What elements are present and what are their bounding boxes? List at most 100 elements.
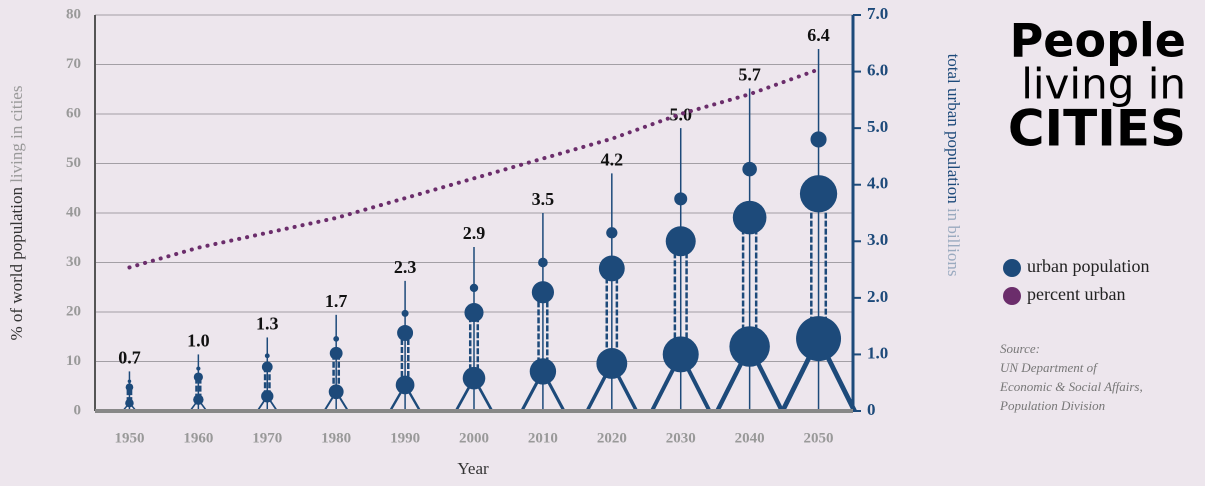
tower [122,371,137,412]
y-axis-title-note: living in cities [7,86,26,183]
y2-tick-label: 0 [867,400,876,419]
source: Source: [1000,341,1040,356]
tower-sphere [810,131,827,148]
tower [650,128,712,412]
tower-sphere [401,309,409,317]
tower [585,173,639,412]
source: UN Department of [1000,360,1099,375]
tower-sphere [395,375,415,395]
tower-sphere [464,303,484,323]
tower [715,88,784,412]
legend-label: urban population [1027,256,1149,276]
tower-sphere [125,383,134,392]
tower-sphere [596,348,628,379]
tower-sphere [729,326,770,367]
percent-line [127,67,821,270]
x-tick-label: 1970 [252,430,282,446]
y-tick-label: 70 [66,56,81,72]
tower-sphere [261,390,274,403]
y2-axis-title-note: in billions [944,208,963,276]
value-label: 5.7 [738,65,761,85]
value-label: 6.4 [807,25,830,45]
tower-sphere [531,281,555,304]
y2-tick-label: 2.0 [867,287,888,306]
value-label: 1.0 [187,331,210,351]
value-label: 1.7 [325,291,348,311]
x-tick-label: 2020 [597,430,627,446]
tower-sphere [125,398,134,408]
value-label: 4.2 [601,150,624,170]
source: Population Division [999,398,1105,413]
tower [454,246,494,412]
y2-tick-label: 4.0 [867,174,888,193]
tower-sphere [193,394,204,405]
y-tick-label: 60 [66,105,81,121]
tower-sphere [264,353,270,359]
tower-sphere [333,336,340,342]
legend-label: percent urban [1027,284,1125,304]
y2-tick-label: 7.0 [867,4,888,23]
x-tick-label: 2000 [459,430,489,446]
tower-sphere [329,346,343,360]
x-axis-title: Year [457,459,489,478]
tower-sphere [328,384,344,400]
y2-axis-title-main: total urban population [944,54,963,205]
y-axis-title-main: % of world population [7,187,26,341]
tower-sphere [462,366,486,390]
y2-tick-label: 1.0 [867,343,888,362]
legend-marker [1003,259,1021,277]
title-line: People [1010,14,1186,68]
tower [389,280,422,412]
tower [520,213,566,412]
x-tick-label: 2040 [735,430,765,446]
value-label: 0.7 [118,348,141,368]
y2-tick-label: 6.0 [867,60,888,79]
tower-sphere [606,227,618,239]
tower-sphere [397,324,414,341]
tower-sphere [674,192,688,206]
tower-sphere [796,316,842,362]
tower-sphere [598,255,625,282]
title-line: CITIES [1008,100,1186,158]
tower-sphere [261,361,273,373]
x-tick-label: 1960 [183,430,213,446]
tower [323,314,349,412]
y2-tick-label: 5.0 [867,117,888,136]
tower-sphere [193,372,203,382]
title-line: living in [1021,60,1186,109]
x-tick-label: 2030 [666,430,696,446]
y-tick-label: 10 [66,353,81,369]
value-label: 2.9 [463,223,486,243]
tower [189,354,208,412]
legend-marker [1003,287,1021,305]
y-tick-label: 40 [66,204,81,220]
tower [256,337,278,412]
tower-sphere [127,379,132,384]
value-label: 3.5 [532,189,555,209]
tower-sphere [529,358,557,385]
x-tick-label: 2010 [528,430,558,446]
value-label: 5.0 [669,104,692,124]
y2-axis-title: total urban population in billions [944,54,963,277]
x-tick-label: 2050 [804,430,834,446]
tower-sphere [538,257,548,268]
tower-sphere [469,283,479,293]
x-tick-label: 1950 [114,430,144,446]
value-label: 1.3 [256,314,279,334]
value-label: 2.3 [394,257,417,277]
y-tick-label: 50 [66,155,81,171]
tower-sphere [742,161,757,177]
y2-tick-label: 3.0 [867,230,888,249]
tower [780,48,857,413]
y-tick-label: 0 [74,402,82,418]
tower-sphere [799,175,838,213]
y-tick-label: 80 [66,6,81,22]
tower-sphere [665,226,696,257]
source: Economic & Social Affairs, [999,379,1143,394]
y-axis-title: % of world population living in cities [7,86,26,341]
tower-sphere [662,336,699,373]
x-tick-label: 1980 [321,430,351,446]
y-tick-label: 30 [66,254,81,270]
tower-sphere [196,366,201,371]
